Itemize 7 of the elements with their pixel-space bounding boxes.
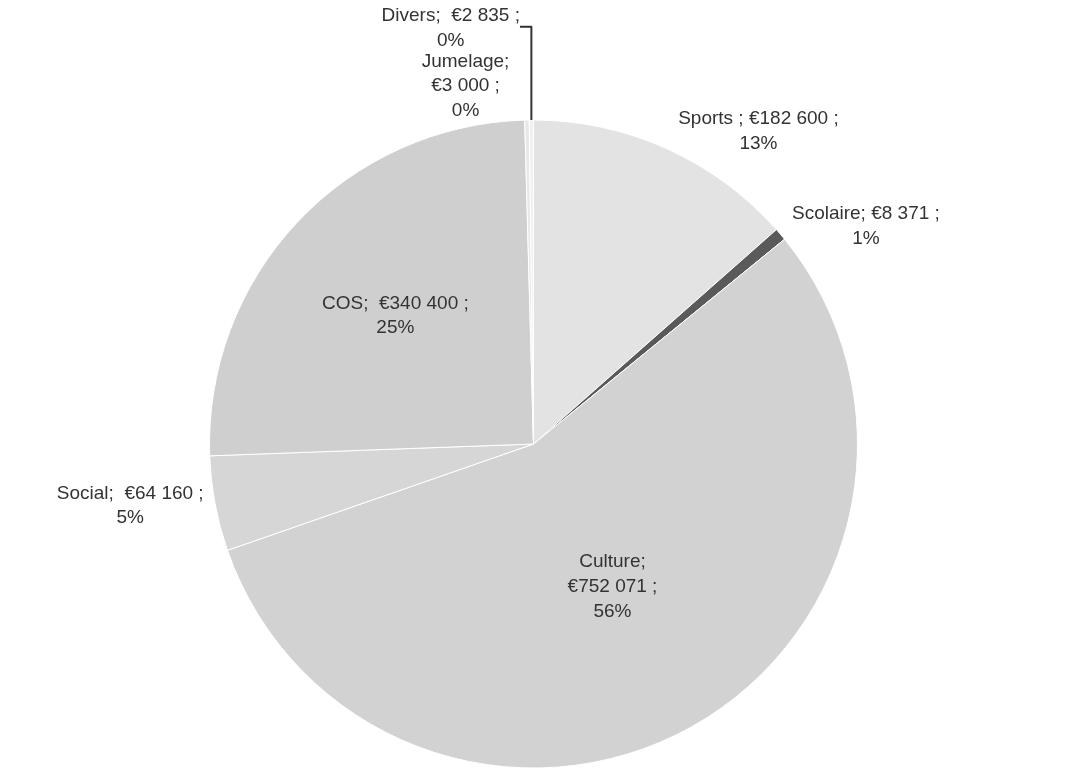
- slice-label: Sports ; €182 600 ; 13%: [678, 106, 839, 153]
- slice-label: Scolaire; €8 371 ; 1%: [791, 201, 940, 248]
- slice-label: Divers; €2 835 ; 0%: [381, 3, 520, 50]
- slice-label: Jumelage; €3 000 ; 0%: [421, 49, 510, 121]
- slice-label: COS; €340 400 ; 25%: [321, 291, 469, 338]
- slice-label: Social; €64 160 ; 5%: [56, 481, 204, 528]
- slice-label: Culture; €752 071 ; 56%: [567, 550, 658, 621]
